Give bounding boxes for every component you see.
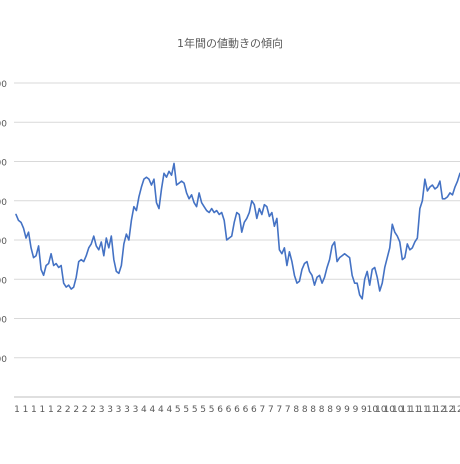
y-tick-label: 00 (0, 119, 7, 129)
x-tick-label: 2 (73, 405, 79, 415)
y-axis-tick-labels: 00 00 00 00 00 00 00 00 (0, 80, 7, 365)
x-tick-label: 7 (285, 405, 291, 415)
x-tick-label: 5 (192, 405, 198, 415)
x-tick-label: 12 (434, 405, 445, 415)
x-tick-label: 8 (293, 405, 299, 415)
x-tick-label: 8 (319, 405, 325, 415)
x-tick-label: 2 (65, 405, 71, 415)
x-tick-label: 5 (183, 405, 189, 415)
y-tick-label: 00 (0, 355, 7, 365)
x-tick-label: 11 (409, 405, 420, 415)
x-tick-label: 8 (302, 405, 308, 415)
y-tick-label: 00 (0, 198, 7, 208)
x-tick-label: 7 (260, 405, 266, 415)
x-tick-label: 5 (175, 405, 181, 415)
x-tick-label: 7 (276, 405, 282, 415)
x-tick-label: 11 (417, 405, 428, 415)
x-tick-label: 1 (40, 405, 46, 415)
x-tick-label: 9 (336, 405, 342, 415)
x-tick-label: 3 (99, 405, 105, 415)
x-tick-label: 1 (14, 405, 20, 415)
x-tick-label: 7 (268, 405, 274, 415)
x-tick-label: 10 (392, 405, 404, 415)
x-tick-label: 8 (310, 405, 316, 415)
x-tick-label: 10 (367, 405, 379, 415)
x-tick-label: 11 (426, 405, 437, 415)
x-tick-label: 2 (90, 405, 96, 415)
x-tick-label: 1 (31, 405, 37, 415)
series-line (15, 162, 460, 300)
x-tick-label: 4 (166, 405, 172, 415)
x-tick-label: 8 (327, 405, 333, 415)
x-tick-label: 10 (384, 405, 396, 415)
x-tick-label: 6 (251, 405, 257, 415)
x-tick-label: 9 (353, 405, 359, 415)
x-tick-label: 10 (375, 405, 387, 415)
x-tick-label: 11 (401, 405, 412, 415)
x-tick-label: 4 (150, 405, 156, 415)
x-tick-label: 2 (82, 405, 88, 415)
gridlines (14, 82, 460, 398)
y-tick-label: 00 (0, 316, 7, 326)
x-tick-label: 3 (124, 405, 130, 415)
y-tick-label: 00 (0, 237, 7, 247)
x-tick-label: 1 (48, 405, 54, 415)
x-tick-label: 9 (344, 405, 350, 415)
x-tick-label: 4 (158, 405, 164, 415)
y-tick-label: 00 (0, 276, 7, 286)
x-tick-label: 1 (23, 405, 29, 415)
x-tick-label: 6 (217, 405, 223, 415)
x-tick-label: 6 (226, 405, 232, 415)
x-tick-label: 12 (443, 405, 454, 415)
chart-title: 1年間の値動きの傾向 (177, 36, 283, 50)
x-tick-label: 3 (133, 405, 139, 415)
x-tick-label: 5 (209, 405, 215, 415)
x-tick-label: 9 (361, 405, 367, 415)
x-tick-label: 6 (234, 405, 240, 415)
x-tick-label: 4 (141, 405, 147, 415)
x-tick-label: 3 (116, 405, 122, 415)
y-tick-label: 00 (0, 159, 7, 169)
x-tick-label: 6 (243, 405, 249, 415)
x-tick-label: 3 (107, 405, 113, 415)
x-tick-label: 12 (451, 405, 460, 415)
x-tick-label: 2 (56, 405, 62, 415)
y-tick-label: 00 (0, 80, 7, 90)
x-tick-label: 5 (200, 405, 206, 415)
